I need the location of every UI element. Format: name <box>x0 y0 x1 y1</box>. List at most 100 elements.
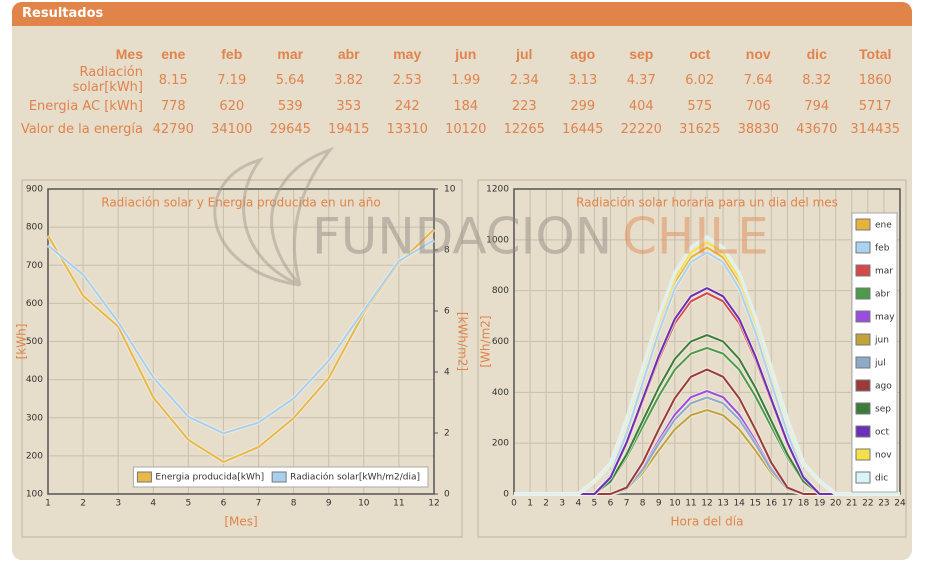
y-tick-label: 200 <box>26 451 43 461</box>
y-tick-label: 100 <box>26 490 43 500</box>
y2-tick-label: 6 <box>444 307 450 317</box>
table-cell: 7.19 <box>217 72 247 88</box>
table-cell: nov <box>745 45 771 62</box>
table-cell: Total <box>859 45 892 62</box>
series-line <box>514 236 900 495</box>
y2-tick-label: 8 <box>444 246 450 256</box>
x-tick-label: 5 <box>592 499 598 509</box>
table-cell: 2.53 <box>392 72 422 88</box>
table-cell: 12265 <box>503 122 545 137</box>
table-cell: 22220 <box>620 122 662 137</box>
legend-swatch <box>855 402 871 415</box>
table-cell: 5717 <box>858 99 892 114</box>
x-tick-label: 12 <box>428 499 439 509</box>
plot-border <box>47 188 435 495</box>
x-tick-label: 1 <box>45 499 51 509</box>
x-tick-label: 3 <box>559 499 565 509</box>
table-cell: 19415 <box>328 122 370 137</box>
table-cell: 299 <box>570 99 596 114</box>
y-tick-label: 600 <box>26 299 43 309</box>
x-tick-label: 7 <box>624 499 630 509</box>
y-tick-label: 700 <box>26 261 43 271</box>
table-cell: jul <box>516 45 533 62</box>
table-cell: 34100 <box>211 122 253 137</box>
table-cell: 13310 <box>386 122 428 137</box>
x-tick-label: 8 <box>291 499 297 509</box>
table-cell: may <box>393 45 422 62</box>
legend-swatch <box>855 333 871 346</box>
y-axis-label: [Wh/m2] <box>479 315 493 367</box>
table-cell: 3.82 <box>334 72 364 88</box>
y-tick-label: 800 <box>492 286 509 296</box>
legend-label: sep <box>875 405 891 415</box>
table-row: Energia AC [kWh] 778 620 539 353 242 184 223 299… <box>12 95 905 118</box>
series-line <box>47 239 435 435</box>
table-cell: 10120 <box>445 122 487 137</box>
table-cell: 794 <box>804 99 830 114</box>
table-cell: oct <box>689 45 711 62</box>
table-cell: 16445 <box>562 122 604 137</box>
legend-label: ago <box>875 382 892 392</box>
table-cell: 42790 <box>152 122 194 137</box>
legend-box <box>851 212 898 493</box>
y-tick-label: 400 <box>26 375 43 385</box>
table-cell: 223 <box>511 99 537 114</box>
y-tick-label: 200 <box>492 439 509 449</box>
legend-swatch <box>855 471 871 484</box>
legend-label: abr <box>875 290 890 300</box>
panel-header: Resultados <box>12 2 912 26</box>
plot-border <box>513 188 901 495</box>
table-row: Radiación solar[kWh] 8.15 7.19 5.64 3.82 2.53… <box>12 65 905 95</box>
x-tick-label: 11 <box>685 499 696 509</box>
y2-tick-label: 0 <box>444 490 450 500</box>
legend-swatch <box>271 471 287 483</box>
legend-swatch <box>855 425 871 438</box>
table-cell: 7.64 <box>743 72 773 88</box>
table-cell: mar <box>277 45 304 62</box>
chart-title: Radiación solar horaria para un dia del … <box>576 196 838 210</box>
y-tick-label: 0 <box>503 490 509 500</box>
x-tick-label: 4 <box>150 499 156 509</box>
legend: Energia producida[kWh] Radiación solar[kW… <box>132 466 429 488</box>
watermark-text: CHILE <box>622 208 769 266</box>
x-tick-label: 4 <box>575 499 581 509</box>
table-cell: jun <box>455 45 477 62</box>
watermark-text: FUNDACION <box>312 208 612 266</box>
y2-axis-label: [kWh/m2] <box>456 312 470 371</box>
legend-label: nov <box>875 451 892 461</box>
y-tick-label: 300 <box>26 413 43 423</box>
watermark-logo <box>213 146 335 287</box>
legend-label: jun <box>874 336 889 346</box>
x-tick-label: 16 <box>766 499 778 509</box>
x-tick-label: 8 <box>640 499 646 509</box>
y-tick-label: 400 <box>492 388 509 398</box>
table-cell: 620 <box>219 99 245 114</box>
y-tick-label: 900 <box>26 185 43 195</box>
table-cell: 2.34 <box>509 72 539 88</box>
y-axis-label: [kWh] <box>15 324 29 360</box>
table-cell: 404 <box>628 99 654 114</box>
x-tick-label: 21 <box>846 499 857 509</box>
legend-label: jul <box>874 359 886 369</box>
table-cell: 1860 <box>858 72 892 88</box>
x-tick-label: 24 <box>894 499 906 509</box>
table-cell: 5.64 <box>275 72 305 88</box>
legend-label: Energia producida[kWh] <box>155 473 264 483</box>
table-cell: 8.32 <box>802 72 832 88</box>
legend-label: ene <box>875 221 892 231</box>
table-cell: 38830 <box>737 122 779 137</box>
legend-label: mar <box>875 267 893 277</box>
y-tick-label: 1200 <box>486 185 509 195</box>
legend-swatch <box>855 241 871 254</box>
legend-label: oct <box>875 428 889 438</box>
x-tick-label: 10 <box>358 499 370 509</box>
table-cell: 31625 <box>679 122 721 137</box>
table-cell: 539 <box>277 99 303 114</box>
table-header: Mes ene feb mar abr may jun jul ago sep oct nov dic T… <box>12 42 905 65</box>
table-cell: 6.02 <box>685 72 715 88</box>
table-cell: Radiación solar[kWh] <box>72 65 143 95</box>
y2-tick-label: 4 <box>444 368 450 378</box>
x-tick-label: 19 <box>814 499 826 509</box>
table-cell: 575 <box>687 99 713 114</box>
